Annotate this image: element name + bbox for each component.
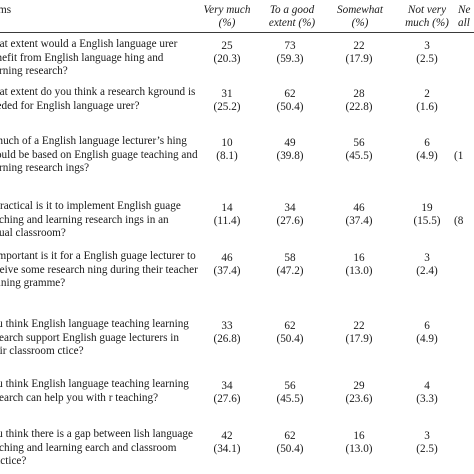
col-very-much-l2: (%)	[218, 17, 236, 29]
r3-good-extent-pct: (39.8)	[276, 150, 304, 162]
r2-very-much-pct: (25.2)	[213, 101, 241, 113]
r8-very-much: 42	[221, 430, 233, 442]
question-6: you think English language teaching lear…	[0, 318, 189, 358]
r6-somewhat-pct: (17.9)	[345, 333, 373, 345]
r8-somewhat-pct: (13.0)	[345, 443, 373, 455]
r4-good-extent-pct: (27.6)	[276, 215, 304, 227]
r3-not-at-all-pct: (1	[454, 150, 464, 162]
r8-not-very: 3	[424, 430, 430, 442]
r7-very-much: 34	[221, 380, 233, 392]
r7-somewhat-pct: (23.6)	[345, 393, 373, 405]
r1-not-very: 3	[424, 40, 430, 52]
r7-good-extent: 56	[284, 380, 296, 392]
r8-good-extent-pct: (50.4)	[276, 443, 304, 455]
r3-very-much: 10	[221, 137, 233, 149]
col-not-very-l1: Not very	[407, 4, 447, 16]
r6-good-extent-pct: (50.4)	[276, 333, 304, 345]
r2-good-extent-pct: (50.4)	[276, 101, 304, 113]
col-not-at-all-l2: all	[458, 17, 470, 29]
col-not-very-l2: much (%)	[405, 17, 449, 29]
r4-somewhat-pct: (37.4)	[345, 215, 373, 227]
items-header: ms	[0, 4, 12, 16]
r3-somewhat: 56	[353, 137, 365, 149]
r5-good-extent-pct: (47.2)	[276, 265, 304, 277]
r1-somewhat-pct: (17.9)	[345, 53, 373, 65]
col-not-at-all-l1: Ne	[458, 4, 471, 16]
r5-somewhat-pct: (13.0)	[345, 265, 373, 277]
r4-very-much-pct: (11.4)	[213, 215, 241, 227]
r2-somewhat-pct: (22.8)	[345, 101, 373, 113]
col-somewhat-l1: Somewhat	[337, 4, 383, 16]
r5-somewhat: 16	[353, 252, 365, 264]
r4-very-much: 14	[221, 202, 233, 214]
r6-very-much: 33	[221, 320, 233, 332]
r5-not-very: 3	[424, 252, 430, 264]
r4-good-extent: 34	[284, 202, 296, 214]
r8-very-much-pct: (34.1)	[213, 443, 241, 455]
r5-not-very-pct: (2.4)	[416, 265, 438, 277]
r7-not-very-pct: (3.3)	[416, 393, 438, 405]
r6-very-much-pct: (26.8)	[213, 333, 241, 345]
r7-not-very: 4	[424, 380, 430, 392]
r5-good-extent: 58	[284, 252, 296, 264]
col-somewhat-l2: (%)	[351, 17, 369, 29]
question-4: v practical is it to implement English g…	[0, 200, 181, 240]
r1-somewhat: 22	[353, 40, 365, 52]
r1-very-much-pct: (20.3)	[213, 53, 241, 65]
r6-not-very: 6	[424, 320, 430, 332]
col-good-extent-l1: To a good	[269, 4, 315, 16]
r3-good-extent: 49	[284, 137, 296, 149]
col-very-much-l1: Very much	[203, 4, 251, 16]
r1-good-extent: 73	[284, 40, 296, 52]
r1-very-much: 25	[221, 40, 233, 52]
r2-somewhat: 28	[353, 88, 365, 100]
r5-very-much: 46	[221, 252, 233, 264]
r5-very-much-pct: (37.4)	[213, 265, 241, 277]
r2-not-very-pct: (1.6)	[416, 101, 438, 113]
r4-not-very-pct: (15.5)	[413, 215, 441, 227]
r4-somewhat: 46	[353, 202, 365, 214]
r3-not-very: 6	[424, 137, 430, 149]
r3-not-very-pct: (4.9)	[416, 150, 438, 162]
r3-very-much-pct: (8.1)	[216, 150, 238, 162]
r4-not-at-all-pct: (8	[454, 215, 464, 227]
r6-not-very-pct: (4.9)	[416, 333, 438, 345]
r2-very-much: 31	[221, 88, 233, 100]
r6-good-extent: 62	[284, 320, 296, 332]
r1-not-very-pct: (2.5)	[416, 53, 438, 65]
header-rule	[0, 32, 474, 33]
question-3: v much of a English language lecturer’s …	[0, 135, 198, 175]
r7-somewhat: 29	[353, 380, 365, 392]
r4-not-very: 19	[421, 202, 433, 214]
r8-good-extent: 62	[284, 430, 296, 442]
question-7: you think English language teaching lear…	[0, 378, 189, 404]
r6-somewhat: 22	[353, 320, 365, 332]
r7-good-extent-pct: (45.5)	[276, 393, 304, 405]
r2-not-very: 2	[424, 88, 430, 100]
r7-very-much-pct: (27.6)	[213, 393, 241, 405]
question-5: v important is it for a English guage le…	[0, 250, 198, 290]
r2-good-extent: 62	[284, 88, 296, 100]
col-good-extent-l2: extent (%)	[268, 17, 316, 29]
question-8: you think there is a gap between lish la…	[0, 428, 193, 468]
question-2: what extent do you think a research kgro…	[0, 86, 196, 112]
question-1: what extent would a English language ure…	[0, 38, 178, 78]
r3-somewhat-pct: (45.5)	[345, 150, 373, 162]
r8-not-very-pct: (2.5)	[416, 443, 438, 455]
r1-good-extent-pct: (59.3)	[276, 53, 304, 65]
r8-somewhat: 16	[353, 430, 365, 442]
